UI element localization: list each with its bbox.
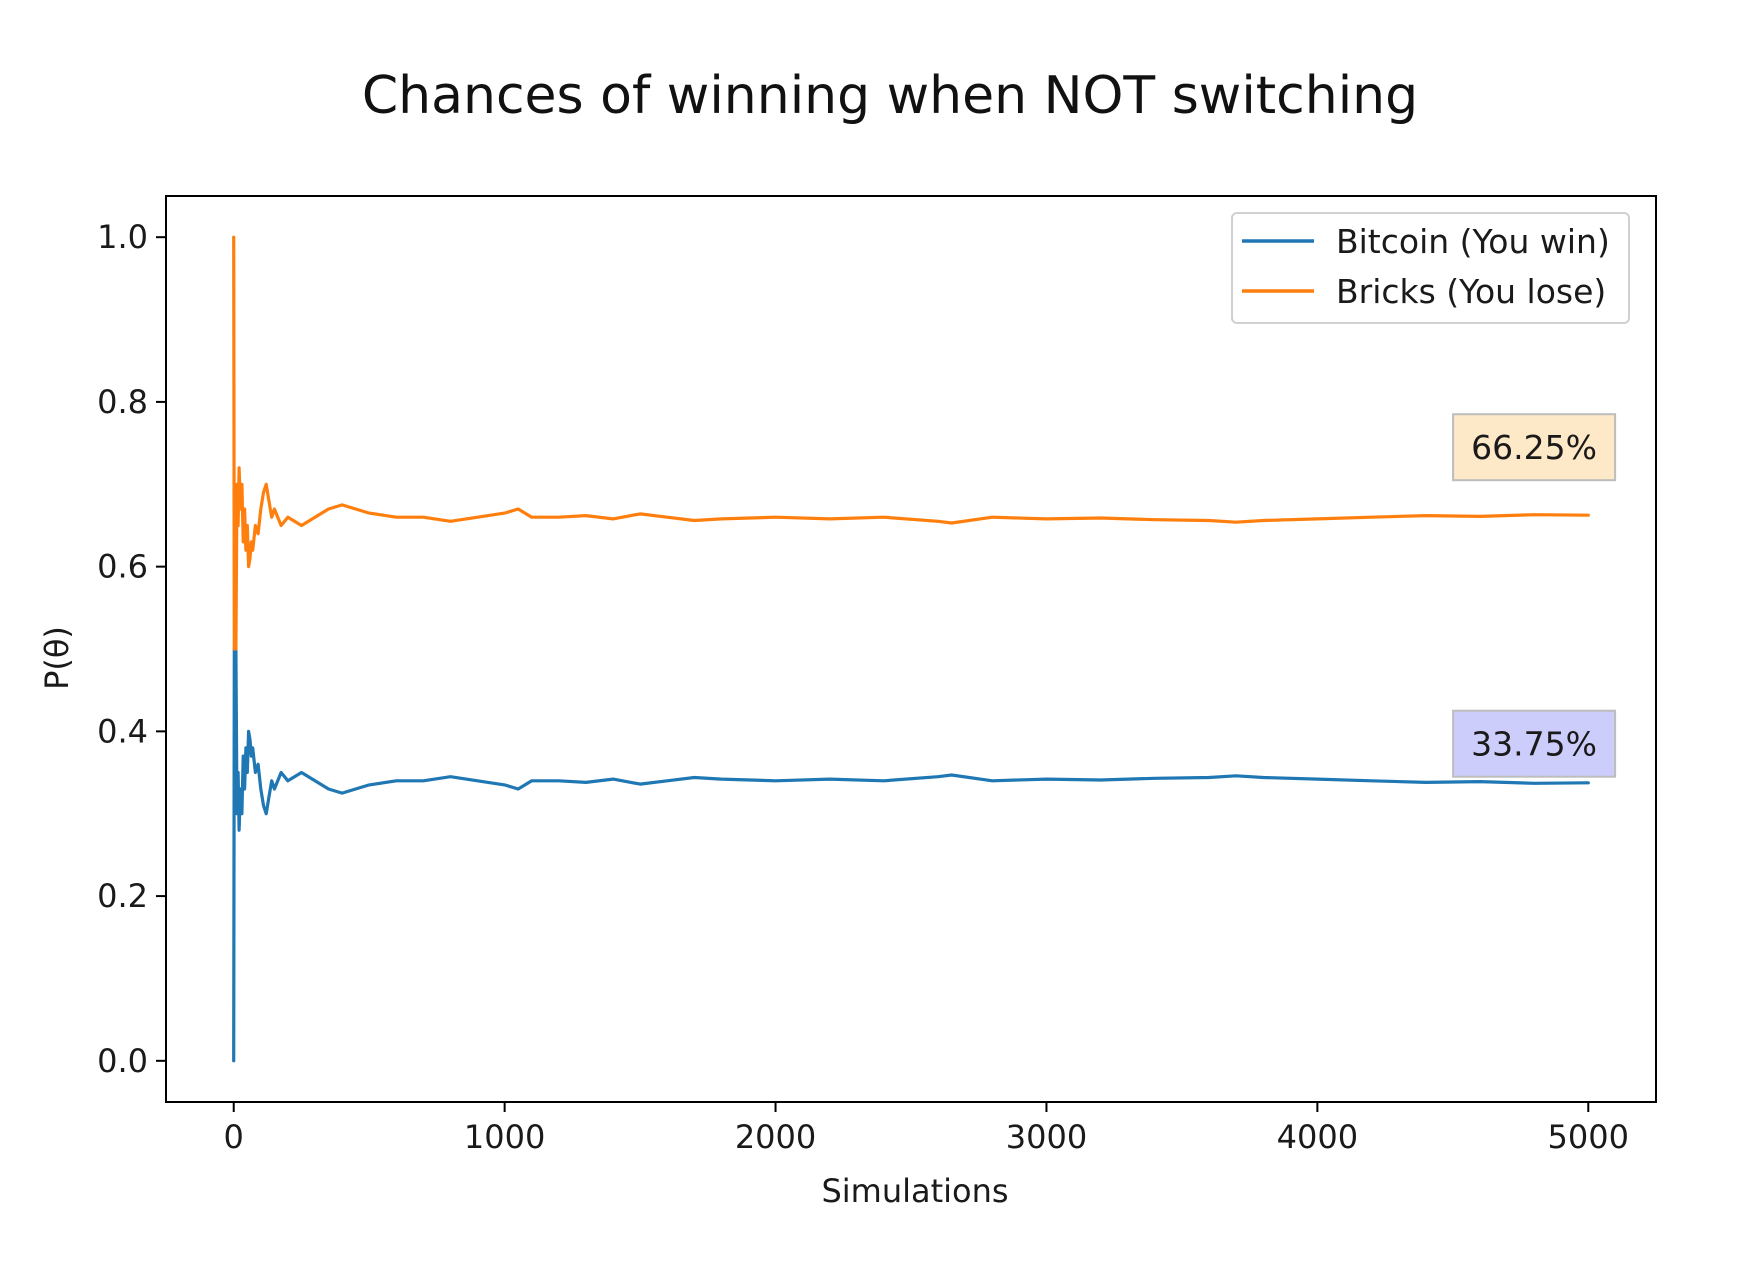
plot-area	[165, 195, 1657, 1103]
x-tick-label: 0	[224, 1118, 244, 1156]
chart-title: Chances of winning when NOT switching	[362, 66, 1418, 126]
x-tick-label: 5000	[1548, 1118, 1629, 1156]
y-tick-label: 0.4	[97, 712, 148, 750]
y-axis-label: P(θ)	[38, 626, 76, 690]
x-tick-label: 3000	[1006, 1118, 1087, 1156]
y-tick-label: 1.0	[97, 218, 148, 256]
legend-box	[1231, 212, 1630, 324]
annotation-label: 66.25%	[1471, 428, 1597, 467]
y-tick-label: 0.2	[97, 877, 148, 915]
y-axis: 0.0 0.2 0.4 0.6 0.8 1.0	[97, 218, 166, 1080]
annotation-box	[1452, 709, 1617, 778]
annotation-box	[1452, 413, 1617, 482]
legend-label: Bricks (You lose)	[1336, 272, 1606, 311]
x-tick-label: 2000	[735, 1118, 816, 1156]
x-axis: 0 1000 2000 3000 4000 5000	[224, 1102, 1629, 1156]
legend: Bitcoin (You win) Bricks (You lose)	[1231, 212, 1630, 324]
annotations: 66.25% 33.75%	[1452, 413, 1617, 778]
y-tick-label: 0.0	[97, 1042, 148, 1080]
y-tick-label: 0.8	[97, 383, 148, 421]
x-tick-label: 1000	[464, 1118, 545, 1156]
annotation-label: 33.75%	[1471, 725, 1597, 764]
legend-label: Bitcoin (You win)	[1336, 222, 1610, 261]
plot-frame	[165, 195, 1657, 1103]
y-tick-label: 0.6	[97, 548, 148, 586]
x-tick-label: 4000	[1277, 1118, 1358, 1156]
series-layer	[232, 235, 1590, 1063]
series-line-bricks	[232, 235, 1590, 651]
series-line-bitcoin	[232, 647, 1590, 1063]
x-axis-label: Simulations	[821, 1172, 1008, 1210]
